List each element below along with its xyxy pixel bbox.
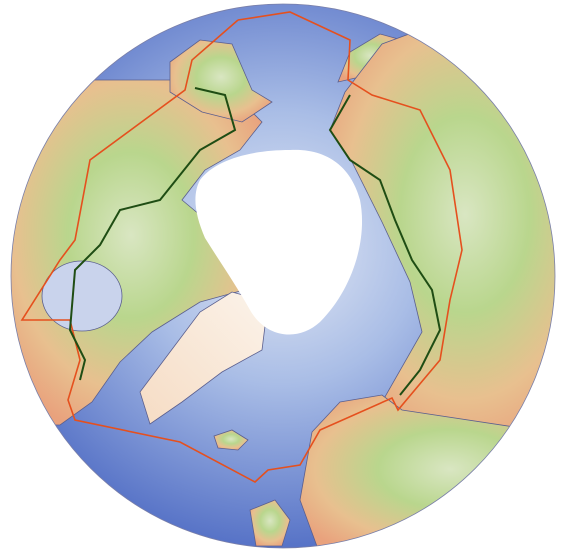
boundary-line [20,11,463,483]
sea-ice [195,149,363,335]
hudson-bay [41,260,123,332]
britain [249,499,291,547]
tree-line [68,87,237,381]
scandinavia [299,394,555,548]
tree-line-east [328,94,442,396]
globe-outline [10,3,556,549]
alaska [169,39,273,123]
iceland [213,429,249,451]
